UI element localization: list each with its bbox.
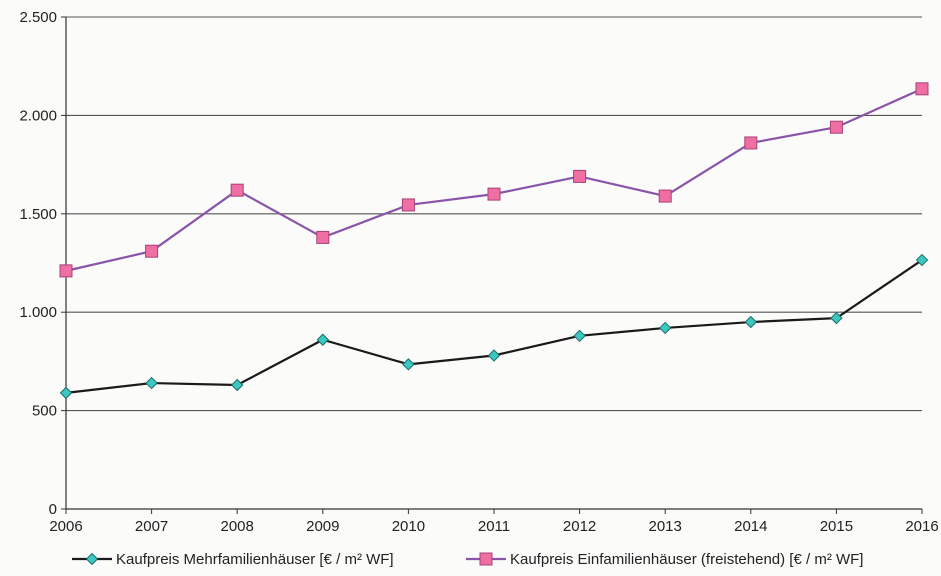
- data-point: [573, 169, 587, 183]
- y-tick-label: 500: [32, 403, 57, 420]
- data-point: [744, 136, 758, 150]
- data-point: [145, 244, 159, 258]
- data-point: [915, 82, 929, 96]
- data-point: [573, 329, 586, 343]
- x-axis-tick-labels: 2006 2007 2008 2009 2010 2011 2012 2013 2014 2015…: [49, 518, 938, 535]
- legend: Kaufpreis Mehrfamilienhäuser [€ / m² WF]…: [72, 551, 863, 568]
- series-line: [65, 259, 923, 394]
- x-tick-label: 2008: [221, 518, 254, 535]
- data-point: [316, 333, 330, 346]
- y-tick-label: 2.500: [19, 9, 57, 26]
- data-point: [402, 358, 415, 371]
- data-point: [230, 183, 244, 197]
- y-tick-label: 1.500: [19, 206, 57, 223]
- y-axis-tick-labels: 0 500 1.000 1.500 2.000 2.500: [19, 9, 57, 518]
- data-point: [230, 378, 244, 392]
- data-point: [487, 187, 501, 201]
- data-point: [658, 189, 672, 203]
- data-point: [401, 198, 415, 212]
- x-tick-label: 2007: [135, 518, 168, 535]
- data-point: [487, 349, 501, 362]
- data-point: [915, 253, 929, 267]
- series-2: [59, 82, 929, 278]
- x-tick-label: 2015: [820, 518, 853, 535]
- x-tick-label: 2009: [306, 518, 339, 535]
- data-point: [658, 321, 672, 335]
- x-tick-label: 2013: [649, 518, 682, 535]
- legend-item-1: Kaufpreis Mehrfamilienhäuser [€ / m² WF]: [72, 551, 394, 568]
- series-line: [65, 87, 923, 272]
- grid-lines: [66, 16, 922, 412]
- data-point: [829, 120, 843, 134]
- legend-label: Kaufpreis Einfamilienhäuser (freistehend…: [510, 551, 863, 568]
- data-point: [145, 376, 158, 390]
- x-tick-label: 2014: [734, 518, 767, 535]
- y-tick-label: 0: [49, 501, 57, 518]
- legend-label: Kaufpreis Mehrfamilienhäuser [€ / m² WF]: [116, 551, 394, 568]
- y-tick-label: 1.000: [19, 304, 57, 321]
- legend-marker: [85, 552, 99, 566]
- x-tick-label: 2006: [49, 518, 82, 535]
- data-point: [830, 311, 843, 325]
- data-point: [744, 315, 758, 329]
- data-point: [59, 264, 73, 278]
- x-tick-label: 2011: [478, 518, 510, 535]
- x-tick-label: 2010: [392, 518, 425, 535]
- legend-item-2: Kaufpreis Einfamilienhäuser (freistehend…: [466, 551, 863, 568]
- series-1: [59, 253, 929, 400]
- y-tick-label: 2.000: [19, 107, 57, 124]
- x-tick-label: 2012: [563, 518, 596, 535]
- x-tick-label: 2016: [905, 518, 938, 535]
- data-point: [59, 386, 73, 400]
- data-point: [316, 230, 330, 244]
- axes: [61, 16, 923, 514]
- series-lines: [59, 82, 929, 400]
- legend-marker: [479, 552, 493, 566]
